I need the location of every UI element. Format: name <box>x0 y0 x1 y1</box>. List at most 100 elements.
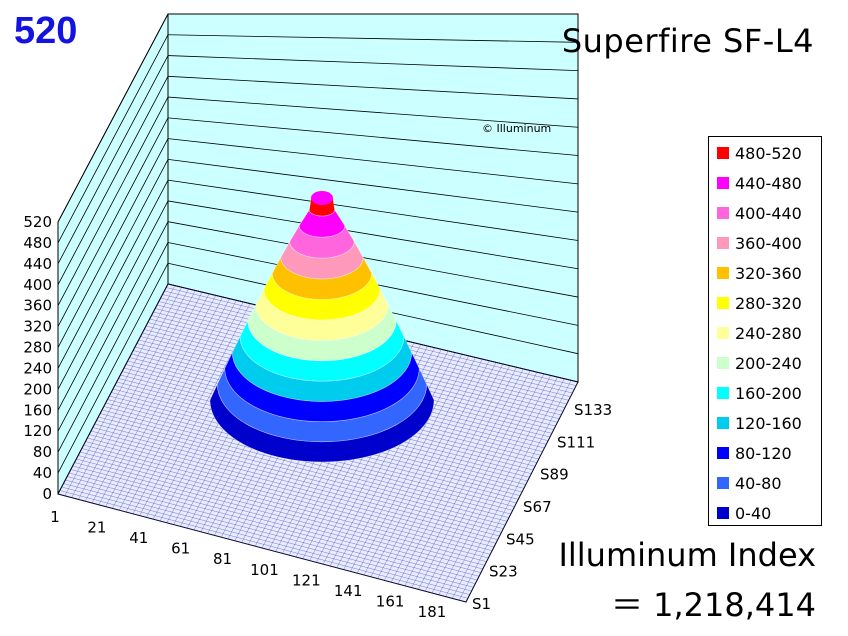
floor-mesh-line <box>404 367 517 586</box>
z-gridline-back <box>167 158 579 213</box>
legend-label: 240-280 <box>735 323 802 343</box>
legend-item: 40-80 <box>717 473 782 493</box>
floor-mesh-line <box>465 381 579 603</box>
floor-mesh-line <box>424 372 538 592</box>
legend-swatch <box>717 387 729 399</box>
legend-swatch <box>717 267 729 279</box>
legend-item: 280-320 <box>717 293 802 313</box>
z-tick-label: 200 <box>23 380 52 398</box>
legend-swatch <box>717 477 729 489</box>
z-tick-label: 400 <box>23 276 52 294</box>
legend-label: 200-240 <box>735 353 802 373</box>
z-gridline-left <box>57 242 169 453</box>
illuminum-watermark: © Illuminum <box>482 122 552 135</box>
z-gridline-back <box>167 96 579 128</box>
y-tick-label: S89 <box>540 466 569 484</box>
z-gridline-back <box>167 34 579 43</box>
y-tick-label: S133 <box>574 401 612 419</box>
legend-label: 80-120 <box>735 443 792 463</box>
legend-item: 80-120 <box>717 443 792 463</box>
x-tick-label: 61 <box>171 540 190 558</box>
z-tick-label: 240 <box>23 359 52 377</box>
legend-label: 400-440 <box>735 203 802 223</box>
z-gridline-left <box>57 13 169 223</box>
legend-swatch <box>717 207 729 219</box>
z-gridline-left <box>57 263 169 474</box>
legend-label: 160-200 <box>735 383 802 403</box>
z-tick-label: 160 <box>23 401 52 419</box>
legend-label: 40-80 <box>735 473 782 493</box>
x-tick-label: 141 <box>334 582 363 600</box>
y-tick-label: S23 <box>489 563 518 581</box>
floor-mesh-line <box>411 368 524 588</box>
legend-item: 400-440 <box>717 203 802 223</box>
legend-item: 160-200 <box>717 383 802 403</box>
legend: 480-520 440-480 400-440 360-400 320-360 280-3… <box>708 136 822 526</box>
z-gridline-left <box>57 221 169 432</box>
z-gridline-back <box>167 200 579 270</box>
intensity-bands <box>209 191 435 463</box>
index-value: ＝ 1,218,414 <box>610 586 816 624</box>
x-tick-label: 161 <box>376 592 405 610</box>
z-gridline-back <box>167 55 579 72</box>
z-gridline-left <box>57 96 169 306</box>
legend-label: 280-320 <box>735 293 802 313</box>
legend-swatch <box>717 297 729 309</box>
x-tick-label: 181 <box>418 603 447 621</box>
z-tick-label: 0 <box>42 485 52 503</box>
legend-item: 0-40 <box>717 503 771 523</box>
legend-item: 480-520 <box>717 143 802 163</box>
z-tick-label: 480 <box>23 234 52 252</box>
z-tick-label: 320 <box>23 318 52 336</box>
floor-mesh-line <box>438 375 551 595</box>
z-tick-label: 80 <box>33 443 52 461</box>
legend-swatch <box>717 417 729 429</box>
floor-mesh-line <box>418 370 531 590</box>
legend-swatch <box>717 177 729 189</box>
z-gridline-left <box>57 55 169 265</box>
legend-item: 200-240 <box>717 353 802 373</box>
floor-mesh-line <box>458 380 572 601</box>
legend-item: 360-400 <box>717 233 802 253</box>
z-gridline-left <box>57 76 169 285</box>
z-gridline-left <box>57 159 169 369</box>
legend-label: 320-360 <box>735 263 802 283</box>
legend-swatch <box>717 327 729 339</box>
floor-mesh-line <box>452 378 565 599</box>
z-tick-label: 40 <box>33 464 52 482</box>
z-gridline-left <box>57 34 169 244</box>
legend-item: 440-480 <box>717 173 802 193</box>
floor-mesh-line <box>445 376 558 597</box>
legend-label: 480-520 <box>735 143 802 163</box>
y-tick-label: S1 <box>472 595 491 613</box>
legend-label: 440-480 <box>735 173 802 193</box>
x-tick-label: 1 <box>50 508 60 526</box>
z-gridline-back <box>167 75 579 100</box>
index-label: Illuminum Index <box>558 536 816 574</box>
legend-item: 120-160 <box>717 413 802 433</box>
z-gridline-back <box>167 179 579 241</box>
y-tick-label: S67 <box>523 498 552 516</box>
peak-cap <box>311 191 333 205</box>
z-gridline-left <box>57 200 169 411</box>
legend-label: 0-40 <box>735 503 772 523</box>
floor-mesh-line <box>431 373 545 594</box>
legend-swatch <box>717 237 729 249</box>
legend-label: 120-160 <box>735 413 802 433</box>
wall-gridlines <box>57 13 579 495</box>
legend-swatch <box>717 507 729 519</box>
legend-item: 240-280 <box>717 323 802 343</box>
legend-swatch <box>717 447 729 459</box>
z-axis-ticks: 0 40 80 120 160 200 240 280 320 360 400 440 480 520 <box>23 213 52 503</box>
z-gridline-left <box>57 117 169 327</box>
z-gridline-left <box>57 138 169 348</box>
x-tick-label: 41 <box>129 529 148 547</box>
z-gridline-back <box>167 138 579 185</box>
x-tick-label: 21 <box>87 519 106 537</box>
z-tick-label: 120 <box>23 422 52 440</box>
legend-swatch <box>717 357 729 369</box>
y-tick-label: S45 <box>506 530 535 548</box>
x-tick-label: 121 <box>292 571 321 589</box>
